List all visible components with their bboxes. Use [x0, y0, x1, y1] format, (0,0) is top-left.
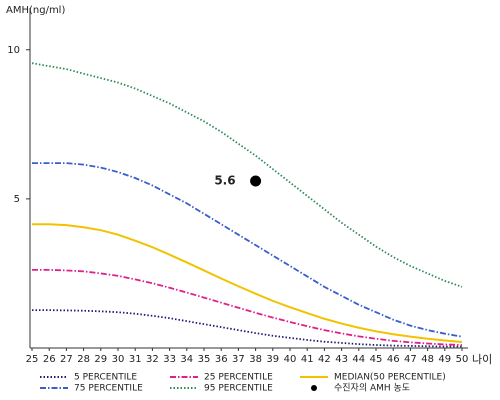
x-tick-label: 40	[284, 354, 297, 365]
y-axis-label: AMH(ng/ml)	[6, 5, 65, 16]
x-tick-label: 38	[249, 354, 262, 365]
x-tick-label: 30	[112, 354, 125, 365]
point-label: 5.6	[214, 173, 235, 187]
x-tick-label: 50	[456, 354, 469, 365]
series-line	[32, 268, 463, 346]
x-tick-label: 45	[370, 354, 383, 365]
x-axis-label: 나이	[472, 353, 492, 366]
x-tick-label: 33	[163, 354, 176, 365]
legend-label: 수진자의 AMH 농도	[334, 383, 410, 394]
y-tick-label: 5	[14, 194, 20, 205]
series-line	[32, 309, 462, 348]
x-tick-label: 31	[129, 354, 142, 365]
x-tick-label: 34	[180, 354, 193, 365]
series-line	[32, 223, 463, 344]
x-tick-label: 28	[77, 354, 90, 365]
x-tick-label: 46	[387, 354, 400, 365]
legend-label: MEDIAN(50 PERCENTILE)	[334, 373, 446, 383]
x-tick-label: 42	[318, 354, 331, 365]
series-line	[32, 162, 463, 338]
legend-label: 25 PERCENTILE	[204, 373, 273, 383]
x-tick-label: 43	[335, 354, 348, 365]
x-tick-label: 27	[60, 354, 73, 365]
x-tick-label: 29	[94, 354, 107, 365]
x-tick-label: 25	[26, 354, 39, 365]
x-tick-label: 49	[438, 354, 451, 365]
x-tick-label: 39	[266, 354, 279, 365]
patient-point	[250, 175, 262, 187]
y-tick-label: 10	[7, 45, 20, 56]
x-tick-label: 48	[421, 354, 434, 365]
x-tick-label: 26	[43, 354, 56, 365]
x-tick-label: 47	[404, 354, 417, 365]
x-tick-label: 32	[146, 354, 159, 365]
x-tick-label: 36	[215, 354, 228, 365]
x-tick-label: 37	[232, 354, 245, 365]
x-tick-label: 41	[301, 354, 314, 365]
legend-label: 5 PERCENTILE	[74, 373, 137, 383]
legend-label: 95 PERCENTILE	[204, 384, 273, 394]
legend-swatch	[311, 385, 317, 391]
series-line	[31, 62, 463, 288]
x-tick-label: 35	[198, 354, 211, 365]
legend-label: 75 PERCENTILE	[74, 384, 143, 394]
x-tick-label: 44	[352, 354, 365, 365]
